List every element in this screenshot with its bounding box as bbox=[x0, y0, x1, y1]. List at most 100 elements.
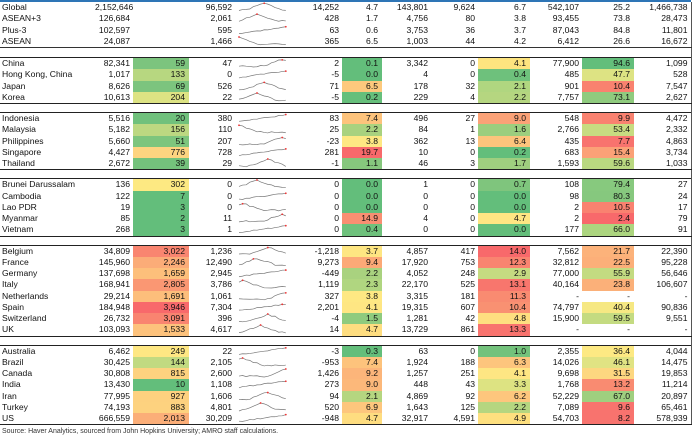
sparkline bbox=[238, 346, 287, 355]
country-name: Plus-3 bbox=[2, 24, 27, 35]
value-cell-c11: 2,332 bbox=[634, 124, 692, 136]
value-cell-c10: - bbox=[627, 290, 630, 301]
value-cell-c1: 29,214 bbox=[103, 290, 130, 301]
sparkline bbox=[238, 13, 286, 22]
value-cell-c5: 3.8 bbox=[342, 290, 382, 302]
value-cell-c7: 92 bbox=[465, 390, 475, 401]
country-name: Brunei Darussalam bbox=[0, 178, 93, 191]
value-cell-c6: 4 bbox=[423, 213, 428, 224]
value-cell-c11: 79 bbox=[634, 213, 692, 225]
value-cell-c7: 248 bbox=[460, 268, 475, 279]
value-cell-c9: 2 bbox=[574, 201, 579, 212]
value-cell-c9: 7,757 bbox=[530, 91, 582, 104]
sparkline bbox=[238, 225, 287, 234]
value-cell-c3: 30,209 bbox=[189, 413, 235, 426]
value-cell-c4: 520 bbox=[324, 401, 339, 412]
value-cell-c8: 2.2 bbox=[478, 401, 530, 413]
table-row: Malaysia 5,182 156 110 25 2.2 84 1 1.6 2,766 53.4 2… bbox=[0, 124, 692, 136]
sparkline bbox=[238, 158, 286, 168]
value-cell-c11: 528 bbox=[634, 69, 692, 81]
value-cell-c6: 1,281 bbox=[406, 313, 428, 324]
trend-sparkline-cell bbox=[235, 391, 299, 402]
country-name: Brazil bbox=[2, 356, 24, 367]
value-cell-c8: 2.9 bbox=[478, 268, 530, 280]
value-cell-c10: 10.5 bbox=[582, 201, 634, 213]
value-cell-c5: 0.1 bbox=[342, 57, 382, 70]
value-cell-c2: 133 bbox=[133, 69, 189, 81]
trend-sparkline-cell bbox=[235, 401, 299, 413]
value-cell-c5: 0.0 bbox=[342, 190, 382, 202]
value-cell-c4: -1,218 bbox=[299, 244, 342, 257]
value-cell-c4: 0 bbox=[334, 190, 339, 201]
sparkline-trend bbox=[238, 414, 286, 422]
sparkline-peak-marker bbox=[284, 368, 287, 371]
value-cell-c5: 0.0 bbox=[342, 201, 382, 213]
country-name: ASEAN bbox=[0, 35, 93, 48]
sparkline-peak-marker bbox=[241, 279, 244, 282]
value-cell-c3: 0 bbox=[189, 178, 235, 191]
value-cell-c9: 548 bbox=[530, 112, 582, 125]
value-cell-c3: 4,801 bbox=[210, 401, 232, 412]
table-row: Lao PDR 19 3 0 0 0.0 0 0 0.0 2 10.5 17 bbox=[0, 201, 692, 213]
value-cell-c9: 435 bbox=[564, 135, 579, 146]
value-cell-c8: 0.7 bbox=[478, 178, 530, 191]
sparkline bbox=[238, 368, 287, 378]
sparkline-peak-marker bbox=[284, 70, 287, 73]
value-cell-c2: 2 bbox=[133, 213, 189, 225]
sparkline bbox=[238, 257, 286, 266]
value-cell-c11: 91 bbox=[634, 224, 692, 237]
value-cell-c7: 13 bbox=[465, 135, 475, 146]
table-row: Singapore 4,427 776 728 281 19.7 10 0 0.2 683 15.4… bbox=[0, 146, 692, 158]
value-cell-c11: 4,044 bbox=[634, 344, 692, 357]
sparkline-peak-marker bbox=[281, 213, 284, 216]
value-cell-c3: 22 bbox=[189, 91, 235, 104]
value-cell-c1: 8,626 bbox=[108, 80, 130, 91]
value-cell-c6: 4,052 bbox=[406, 268, 428, 279]
value-cell-c11: - bbox=[634, 290, 692, 302]
sparkline-trend bbox=[238, 292, 286, 300]
table-row: India 13,430 10 1,108 273 9.0 448 43 3.3 1,768 13.… bbox=[0, 379, 692, 391]
value-cell-c2: 204 bbox=[133, 91, 189, 104]
sparkline-peak-marker bbox=[284, 269, 287, 272]
sparkline bbox=[238, 213, 286, 223]
value-cell-c7: 0 bbox=[470, 146, 475, 157]
sparkline-trend bbox=[238, 148, 286, 156]
value-cell-c8: 0.0 bbox=[478, 190, 530, 202]
value-cell-c3: 1,061 bbox=[210, 290, 232, 301]
value-cell-c1: 126,684 bbox=[98, 13, 130, 24]
value-cell-c1: 168,941 bbox=[98, 279, 130, 290]
sparkline bbox=[238, 401, 286, 412]
value-cell-c3: 728 bbox=[217, 146, 232, 157]
value-cell-c11: 578,939 bbox=[634, 413, 692, 426]
value-cell-c11: 3,734 bbox=[634, 146, 692, 158]
value-cell-c8: 3.3 bbox=[478, 379, 530, 391]
value-cell-c7: 753 bbox=[460, 256, 475, 267]
sparkline-trend bbox=[238, 71, 286, 79]
country-name: Switzerland bbox=[2, 313, 47, 324]
value-cell-c9: 1,593 bbox=[530, 158, 582, 171]
group-separator bbox=[0, 336, 692, 345]
value-cell-c3: 1,466 bbox=[189, 35, 235, 48]
value-cell-c3: 11 bbox=[223, 213, 232, 224]
value-cell-c8: 14.0 bbox=[478, 244, 530, 257]
value-cell-c3: 110 bbox=[218, 124, 232, 135]
sparkline-trend bbox=[238, 158, 286, 168]
sparkline-trend bbox=[238, 59, 286, 68]
trend-sparkline-cell bbox=[235, 13, 299, 24]
value-cell-c11: 1,099 bbox=[634, 57, 692, 70]
value-cell-c6: 0 bbox=[423, 190, 428, 201]
value-cell-c8: 0.2 bbox=[478, 146, 530, 158]
trend-sparkline-cell bbox=[235, 356, 299, 368]
value-cell-c8: 4.2 bbox=[478, 35, 530, 48]
value-cell-c7: 4 bbox=[431, 91, 478, 104]
value-cell-c4: 71 bbox=[329, 80, 339, 91]
sparkline-trend bbox=[238, 303, 286, 311]
value-cell-c5: 0.0 bbox=[342, 178, 382, 191]
value-cell-c6: 0 bbox=[382, 224, 431, 237]
country-name: Iran bbox=[2, 390, 17, 401]
value-cell-c10: 80.3 bbox=[582, 190, 634, 202]
value-cell-c1: 4,427 bbox=[108, 146, 130, 157]
value-cell-c1: 268 bbox=[93, 224, 133, 237]
value-cell-c5: 4.7 bbox=[366, 2, 378, 13]
value-cell-c4: -4 bbox=[331, 313, 339, 324]
